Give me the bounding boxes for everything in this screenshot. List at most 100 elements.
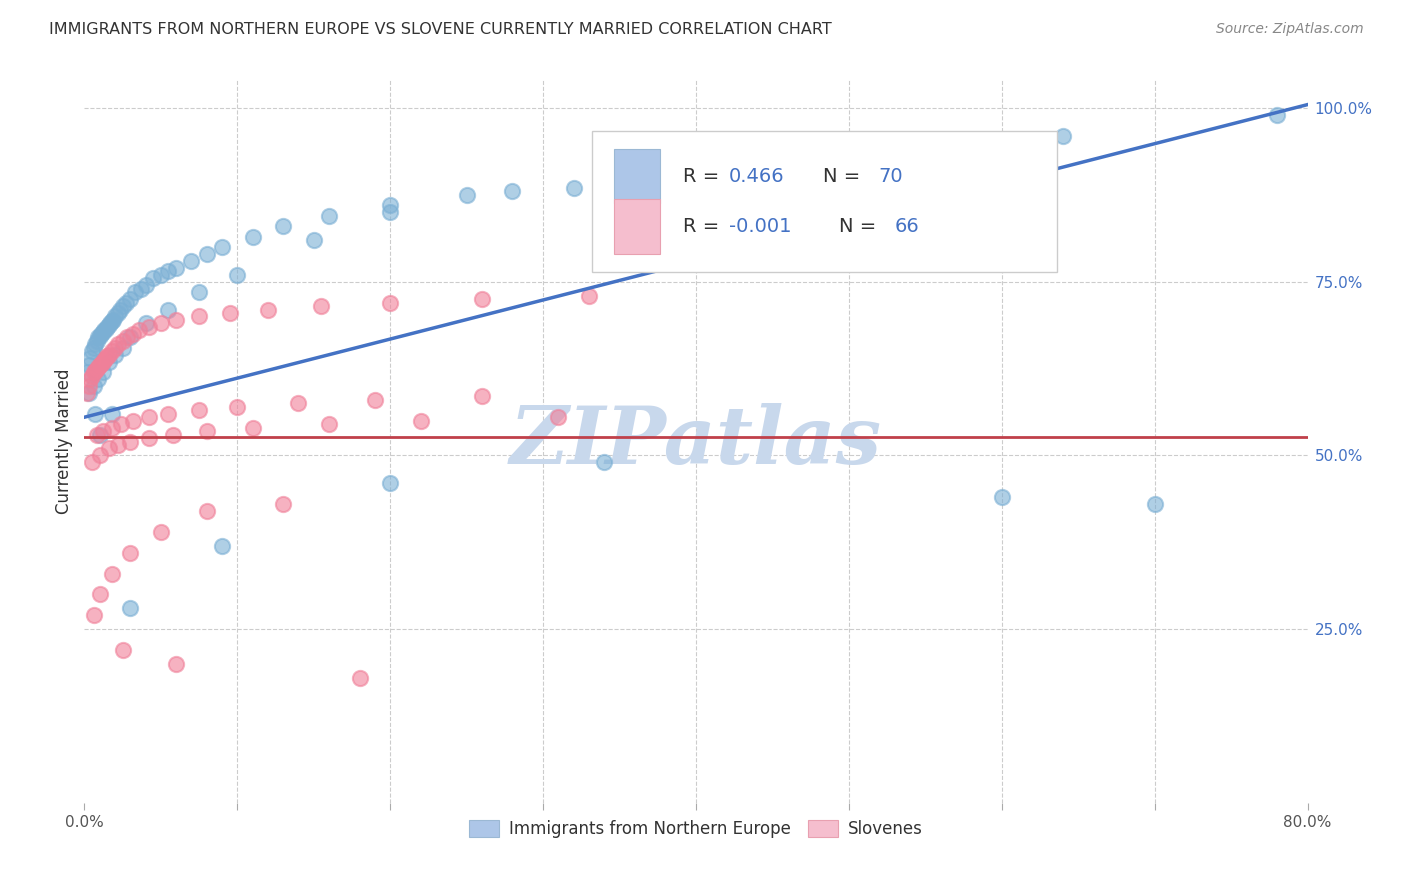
Point <box>991 490 1014 504</box>
Point <box>165 260 187 275</box>
Point <box>107 438 129 452</box>
Point <box>101 407 124 421</box>
Point <box>104 310 127 324</box>
Point <box>94 351 117 366</box>
Point <box>685 170 707 185</box>
Point <box>90 326 112 341</box>
Point <box>77 385 100 400</box>
Point <box>101 566 124 581</box>
Point <box>91 354 114 368</box>
Text: R =: R = <box>682 167 725 186</box>
Point <box>80 368 103 383</box>
Point <box>188 403 211 417</box>
Point <box>409 414 432 428</box>
Point <box>135 278 157 293</box>
Text: ZIPatlas: ZIPatlas <box>510 403 882 480</box>
Point <box>226 400 249 414</box>
Point <box>242 420 264 434</box>
Text: -0.001: -0.001 <box>728 217 792 236</box>
Point <box>86 427 108 442</box>
Point <box>188 310 211 324</box>
Point <box>318 209 340 223</box>
Point <box>165 313 187 327</box>
Point <box>242 229 264 244</box>
Point <box>89 587 111 601</box>
Legend: Immigrants from Northern Europe, Slovenes: Immigrants from Northern Europe, Slovene… <box>463 814 929 845</box>
Point <box>211 240 233 254</box>
Text: 0.466: 0.466 <box>728 167 785 186</box>
Text: 66: 66 <box>894 217 920 236</box>
Point <box>149 268 172 282</box>
Point <box>98 317 121 331</box>
Point <box>195 504 218 518</box>
Point <box>122 326 145 341</box>
Point <box>110 417 132 432</box>
Point <box>97 318 120 332</box>
Point <box>90 357 112 371</box>
Point <box>807 226 830 240</box>
Point <box>471 389 494 403</box>
Point <box>138 431 160 445</box>
Point <box>87 372 110 386</box>
Bar <box>614 149 661 203</box>
Point <box>104 348 127 362</box>
Point <box>103 313 125 327</box>
Point <box>456 188 478 202</box>
Y-axis label: Currently Married: Currently Married <box>55 368 73 515</box>
Point <box>89 427 111 442</box>
Point <box>138 410 160 425</box>
Point <box>547 410 569 425</box>
Point <box>111 341 134 355</box>
Text: Source: ZipAtlas.com: Source: ZipAtlas.com <box>1216 22 1364 37</box>
Point <box>195 424 218 438</box>
Point <box>562 181 585 195</box>
Point <box>97 348 120 362</box>
Point <box>211 539 233 553</box>
Point <box>91 365 114 379</box>
Point <box>149 317 172 331</box>
Text: R =: R = <box>682 217 725 236</box>
Point <box>89 358 111 372</box>
Point <box>83 379 105 393</box>
Point <box>79 351 101 366</box>
Point <box>129 282 152 296</box>
Point <box>195 247 218 261</box>
Point <box>83 365 105 379</box>
Point <box>157 302 180 317</box>
Point <box>471 292 494 306</box>
Text: 70: 70 <box>879 167 903 186</box>
Text: N =: N = <box>839 217 883 236</box>
Point <box>101 420 124 434</box>
Point <box>115 330 138 344</box>
Point <box>120 330 142 344</box>
Point <box>149 524 172 539</box>
Point <box>76 365 98 379</box>
Point <box>86 361 108 376</box>
Point <box>502 185 524 199</box>
Point <box>124 285 146 300</box>
Point <box>380 205 402 219</box>
Point <box>83 341 105 355</box>
Point <box>79 372 101 386</box>
Point <box>111 299 134 313</box>
Point <box>107 306 129 320</box>
Point <box>380 295 402 310</box>
Point <box>83 608 105 623</box>
Point <box>86 334 108 348</box>
Text: N =: N = <box>823 167 866 186</box>
Point <box>120 292 142 306</box>
Point <box>94 322 117 336</box>
Point <box>157 264 180 278</box>
Point <box>77 379 100 393</box>
Point <box>1052 128 1074 143</box>
Point <box>218 306 240 320</box>
Point <box>349 671 371 685</box>
Point <box>101 314 124 328</box>
Point <box>380 198 402 212</box>
Point <box>188 285 211 300</box>
Point <box>271 219 294 234</box>
Point <box>97 442 120 456</box>
Point <box>120 601 142 615</box>
Point <box>87 330 110 344</box>
Point <box>578 288 600 302</box>
